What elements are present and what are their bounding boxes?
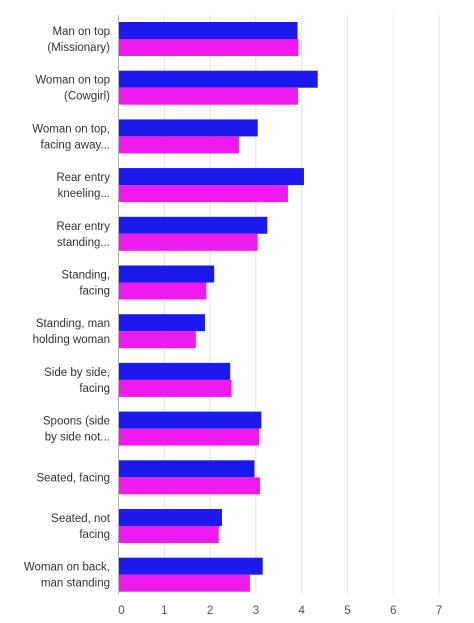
bar-series-2 bbox=[119, 87, 298, 105]
category-label: Man on top bbox=[52, 26, 110, 38]
x-tick-label: 0 bbox=[118, 605, 124, 617]
category-label: Woman on top bbox=[35, 75, 110, 87]
category-label: kneeling... bbox=[58, 188, 110, 200]
category-label: Woman on back, bbox=[24, 562, 110, 574]
bar-series-2 bbox=[119, 282, 207, 300]
grid-lines bbox=[163, 15, 440, 594]
bar-series-1 bbox=[119, 22, 298, 39]
bar-series-2 bbox=[119, 331, 196, 349]
bar-series-1 bbox=[119, 557, 263, 575]
bar-series-1 bbox=[119, 168, 304, 186]
bar-series-2 bbox=[119, 39, 299, 56]
x-axis-ticks: 0 1 2 3 4 5 6 7 bbox=[118, 605, 442, 617]
bar-series-2 bbox=[119, 136, 239, 154]
x-tick-label: 1 bbox=[161, 605, 167, 617]
x-tick-label: 3 bbox=[253, 605, 259, 617]
bar-series-1 bbox=[119, 314, 206, 332]
category-label: (Cowgirl) bbox=[64, 91, 110, 103]
bar-series-2 bbox=[119, 233, 258, 251]
bar-series-2 bbox=[119, 477, 260, 495]
category-label: Woman on top, bbox=[32, 123, 110, 135]
bar-series-1 bbox=[119, 70, 318, 88]
category-label: man standing bbox=[41, 578, 110, 590]
category-label: facing bbox=[79, 383, 110, 395]
category-labels: Man on top (Missionary) Woman on top (Cowgi… bbox=[24, 26, 111, 590]
x-tick-label: 6 bbox=[390, 605, 396, 617]
category-label: Side by side, bbox=[44, 367, 110, 379]
category-label: facing away... bbox=[41, 139, 110, 151]
bar-series-2 bbox=[119, 526, 219, 543]
x-tick-label: 7 bbox=[436, 605, 442, 617]
category-label: by side not... bbox=[45, 432, 110, 444]
x-tick-label: 5 bbox=[344, 605, 350, 617]
category-label: facing bbox=[79, 529, 110, 541]
category-label: holding woman bbox=[33, 334, 110, 346]
category-label: Standing, man bbox=[36, 318, 110, 330]
bar-series-1 bbox=[119, 119, 258, 137]
x-tick-label: 4 bbox=[298, 605, 305, 617]
bar-series-1 bbox=[119, 411, 262, 429]
category-label: standing... bbox=[57, 237, 110, 249]
bar-series-2 bbox=[119, 428, 260, 446]
bar-series-2 bbox=[119, 185, 288, 203]
category-label: Seated, not bbox=[51, 513, 111, 525]
bar-series-1 bbox=[119, 216, 268, 234]
category-label: Rear entry bbox=[56, 221, 110, 233]
bar-series-1 bbox=[119, 265, 215, 283]
category-label: (Missionary) bbox=[47, 42, 110, 54]
category-label: Rear entry bbox=[56, 172, 110, 184]
bar-series-1 bbox=[119, 509, 222, 526]
category-label: facing bbox=[79, 286, 110, 298]
bar-series-1 bbox=[119, 362, 231, 380]
bar-series-1 bbox=[119, 460, 255, 478]
bar-series-2 bbox=[119, 574, 250, 592]
category-label: Spoons (side bbox=[43, 416, 110, 428]
bars bbox=[119, 22, 318, 592]
category-label: Seated, facing bbox=[36, 472, 110, 484]
category-label: Standing, bbox=[61, 270, 110, 282]
bar-series-2 bbox=[119, 379, 232, 397]
x-tick-label: 2 bbox=[207, 605, 213, 617]
